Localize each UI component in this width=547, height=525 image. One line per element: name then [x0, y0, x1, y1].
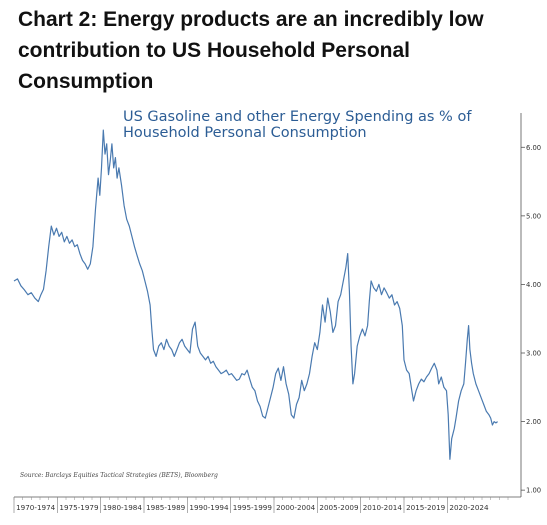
- x-axis: 1970-1974 1975-1979 1980-1984 1985-1989 1990…: [13, 497, 509, 513]
- y-tick-label-1: 2.00: [526, 418, 541, 426]
- chart-heading: Chart 2: Energy products are an incredib…: [18, 8, 484, 93]
- x-category-label-3: 1985-1989: [146, 503, 186, 512]
- y-tick-label-2: 3.00: [526, 350, 541, 358]
- y-axis: 1.00 2.00 3.00 4.00 5.00 6.00: [521, 144, 541, 495]
- x-category-label-0: 1970-1974: [16, 503, 56, 512]
- x-category-label-10: 2020-2024: [449, 503, 489, 512]
- x-category-label-2: 1980-1984: [103, 503, 143, 512]
- chart: US Gasoline and other Energy Spending as…: [13, 109, 541, 513]
- y-tick-label-3: 4.00: [526, 281, 541, 289]
- x-category-label-1: 1975-1979: [59, 503, 99, 512]
- plot-area: [13, 129, 498, 460]
- y-tick-label-0: 1.00: [526, 487, 541, 495]
- x-category-label-7: 2005-2009: [319, 503, 359, 512]
- x-category-label-9: 2015-2019: [406, 503, 446, 512]
- y-tick-label-4: 5.00: [526, 212, 541, 220]
- chart-title-line-2: Household Personal Consumption: [123, 125, 367, 141]
- source-note: Source: Barclays Equities Tactical Strat…: [20, 472, 218, 479]
- y-tick-label-5: 6.00: [526, 144, 541, 152]
- x-category-label-8: 2010-2014: [363, 503, 403, 512]
- chart-title-line-1: US Gasoline and other Energy Spending as…: [123, 109, 472, 125]
- x-category-label-4: 1990-1994: [189, 503, 229, 512]
- series-line-0: [13, 129, 498, 460]
- x-category-label-5: 1995-1999: [233, 503, 273, 512]
- x-category-label-6: 2000-2004: [276, 503, 316, 512]
